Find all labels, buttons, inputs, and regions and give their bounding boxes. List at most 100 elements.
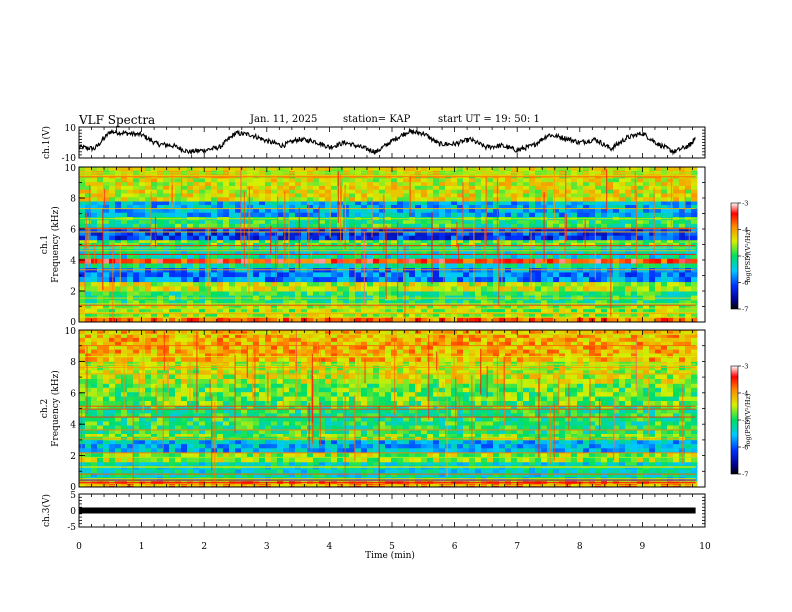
spectro-cell	[139, 205, 146, 210]
spectro-cell	[91, 281, 98, 287]
spectro-cell	[547, 469, 554, 474]
spectro-cell	[427, 239, 434, 244]
spectro-cell	[529, 304, 536, 310]
spectro-cell	[175, 212, 182, 217]
spectro-cell	[175, 197, 182, 202]
spectro-cell	[343, 208, 350, 214]
spectro-cell	[667, 300, 674, 306]
spectro-cell	[481, 272, 488, 278]
spectro-cell	[619, 223, 626, 228]
spectro-cell	[613, 258, 620, 264]
spectro-cell	[457, 205, 464, 210]
spectro-cell	[331, 250, 338, 255]
spectro-cell	[559, 309, 566, 314]
spectro-cell	[661, 309, 668, 314]
spectro-cell	[601, 272, 608, 278]
spectro-cell	[493, 304, 500, 310]
spectro-cell	[187, 231, 194, 237]
spectro-cell	[631, 178, 638, 183]
spectro-cell	[505, 258, 512, 264]
spectro-cell	[601, 223, 608, 228]
spectro-cell	[691, 309, 698, 314]
spectro-cell	[637, 223, 644, 228]
spectro-cell	[289, 205, 296, 210]
spectro-cell	[343, 263, 350, 269]
spectro-cell	[163, 309, 170, 314]
spectro-cell	[403, 205, 410, 210]
spectro-cell	[331, 300, 338, 306]
spectro-cell	[145, 201, 152, 206]
spectro-cell	[343, 277, 350, 283]
spectro-cell	[343, 291, 350, 296]
spectro-cell	[373, 220, 380, 225]
spectro-cell	[139, 461, 146, 467]
spectro-cell	[217, 205, 224, 210]
spectro-cell	[193, 300, 200, 306]
spectro-cell	[427, 272, 434, 278]
spectro-cell	[613, 286, 620, 292]
spectro-cell	[595, 250, 602, 255]
spectro-cell	[451, 250, 458, 255]
spectro-cell	[655, 258, 662, 264]
spectro-cell	[631, 201, 638, 206]
spectro-cell	[511, 254, 518, 259]
spectro-cell	[283, 235, 290, 241]
y-tick-label-1: 6	[70, 226, 76, 236]
spectro-cell	[289, 258, 296, 264]
spectro-cell	[139, 242, 146, 247]
spectro-cell	[241, 277, 248, 283]
spectro-cell	[109, 220, 116, 225]
spectro-cell	[673, 309, 680, 314]
spectro-cell	[547, 291, 554, 296]
spectro-cell	[301, 304, 308, 310]
spectro-cell	[505, 205, 512, 210]
panel-frame-0	[78, 126, 706, 159]
spectro-cell	[619, 189, 626, 194]
spectro-cell	[175, 281, 182, 287]
spectro-cell	[481, 205, 488, 210]
spectro-cell	[307, 242, 314, 247]
spectro-cell	[247, 242, 254, 247]
spectro-cell	[409, 201, 416, 206]
spectro-cell	[367, 309, 374, 314]
spectro-cell	[655, 461, 662, 467]
spectro-cell	[385, 242, 392, 247]
spectro-cell	[181, 178, 188, 183]
spectro-cell	[685, 242, 692, 247]
spectro-cell	[559, 281, 566, 287]
spectro-cell	[307, 231, 314, 237]
spectro-cell	[259, 197, 266, 202]
spectro-cell	[415, 205, 422, 210]
spectro-cell	[319, 197, 326, 202]
spectro-cell	[439, 235, 446, 241]
spectro-cell	[493, 277, 500, 283]
spectro-cell	[637, 182, 644, 187]
spectro-impulse	[363, 231, 365, 305]
spectro-cell	[181, 227, 188, 232]
spectro-line	[79, 253, 696, 255]
spectro-cell	[481, 250, 488, 255]
spectro-cell	[607, 201, 614, 206]
spectro-cell	[343, 201, 350, 206]
spectro-cell	[415, 309, 422, 314]
spectro-cell	[349, 304, 356, 310]
spectro-cell	[85, 208, 92, 214]
spectro-cell	[163, 208, 170, 214]
spectro-cell	[355, 286, 362, 292]
spectro-cell	[505, 313, 512, 318]
spectro-cell	[637, 205, 644, 210]
spectro-cell	[571, 291, 578, 296]
spectro-cell	[163, 286, 170, 292]
spectro-cell	[217, 223, 224, 228]
spectro-cell	[427, 300, 434, 306]
spectro-cell	[427, 250, 434, 255]
spectro-cell	[259, 212, 266, 217]
spectro-cell	[217, 235, 224, 241]
spectro-cell	[685, 272, 692, 278]
spectro-cell	[367, 300, 374, 306]
spectro-cell	[139, 291, 146, 296]
spectro-cell	[241, 473, 248, 478]
spectro-cell	[373, 277, 380, 283]
spectro-cell	[331, 189, 338, 194]
spectro-cell	[277, 185, 284, 191]
